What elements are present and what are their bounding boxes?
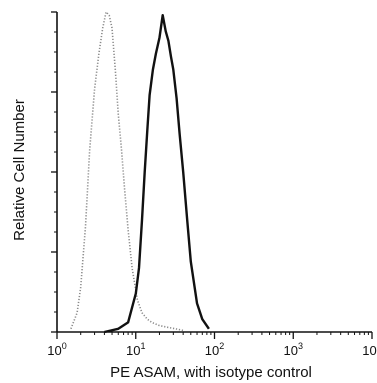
y-axis-label: Relative Cell Number (11, 99, 28, 241)
y-axis-ticks (51, 11, 57, 333)
x-tick-label: 102 (205, 341, 224, 358)
x-axis-ticks: 100 101 102 103 104 (47, 332, 377, 358)
x-tick-label: 101 (126, 341, 145, 358)
x-tick-label: 104 (362, 341, 377, 358)
x-tick-label: 100 (47, 341, 66, 358)
isotype-control-line (70, 11, 184, 332)
plot-area: 100 101 102 103 104 (47, 11, 377, 358)
sample-histogram-line (104, 14, 210, 334)
series-layer (70, 11, 210, 334)
x-axis-label: PE ASAM, with isotype control (110, 364, 312, 381)
x-tick-label: 103 (284, 341, 303, 358)
